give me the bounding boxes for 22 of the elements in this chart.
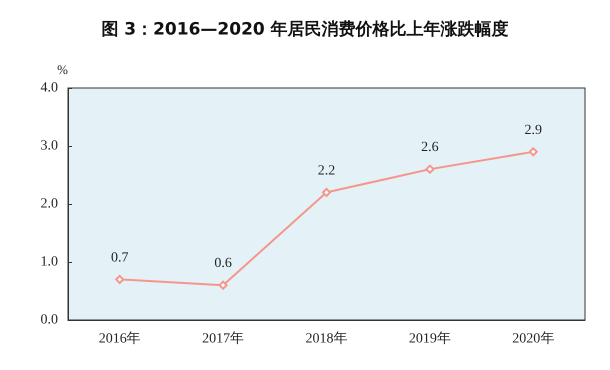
y-tick-label: 0.0 xyxy=(40,312,58,328)
x-tick-label: 2018年 xyxy=(306,330,348,346)
x-tick-label: 2019年 xyxy=(408,330,451,346)
x-tick-label: 2020年 xyxy=(512,330,554,346)
y-tick-label: 1.0 xyxy=(40,254,58,270)
y-tick-label: 3.0 xyxy=(40,138,58,154)
point xyxy=(115,274,124,284)
data-label: 2.2 xyxy=(318,163,336,178)
point xyxy=(322,188,331,197)
point xyxy=(528,147,538,156)
y-tick-label: 4.0 xyxy=(40,80,58,96)
y-tick-label: 2.0 xyxy=(40,196,58,212)
point xyxy=(218,280,228,290)
x-tick-label: 2016年 xyxy=(98,330,141,346)
data-label: 2.6 xyxy=(421,140,439,156)
data-label: 2.9 xyxy=(524,122,542,138)
data-label: 0.6 xyxy=(214,256,232,272)
x-tick-label: 2017年 xyxy=(202,330,244,346)
y-axis-title: % xyxy=(57,62,68,77)
chart-title: 图 3：2016—2020 年居民消费价格比上年涨跌幅度 xyxy=(101,20,509,40)
point xyxy=(425,164,434,174)
data-label: 0.7 xyxy=(110,250,128,266)
